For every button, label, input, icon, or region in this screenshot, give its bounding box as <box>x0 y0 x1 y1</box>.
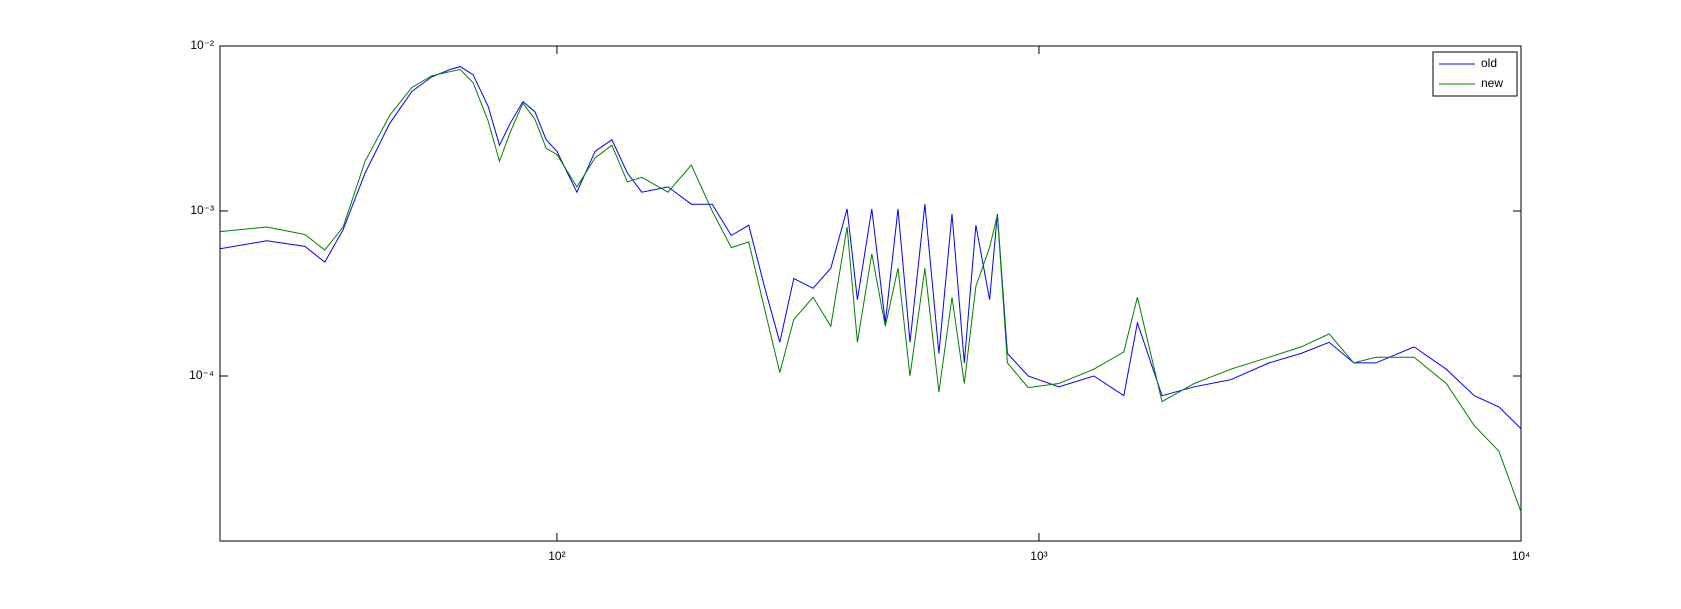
plot-area <box>219 45 1522 542</box>
x-tick-label: 10² <box>548 549 565 563</box>
y-tick-label: 10⁻⁴ <box>189 368 214 382</box>
x-tick-label: 10⁴ <box>1512 549 1531 563</box>
legend-label: new <box>1481 76 1503 90</box>
legend-label: old <box>1481 56 1497 70</box>
series-line <box>219 66 1522 429</box>
series-line <box>219 68 1522 513</box>
y-tick-label: 10⁻² <box>190 38 214 52</box>
x-tick-label: 10³ <box>1030 549 1047 563</box>
y-tick-label: 10⁻³ <box>190 203 214 217</box>
legend-box <box>1432 51 1518 97</box>
